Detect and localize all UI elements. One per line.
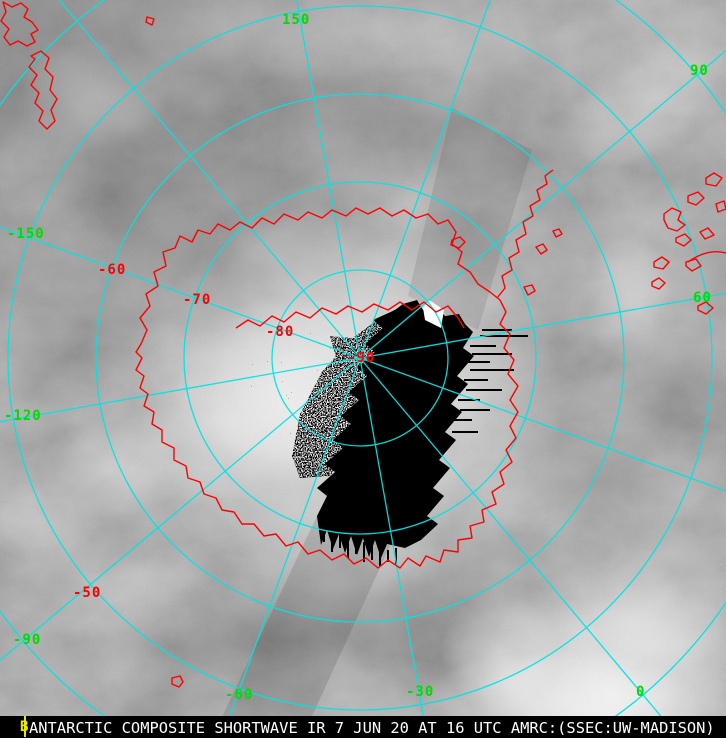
latitude-label-neg60: -60 xyxy=(98,262,127,278)
caption-text: ANTARCTIC COMPOSITE SHORTWAVE IR 7 JUN 2… xyxy=(29,719,715,737)
coastlines xyxy=(0,1,726,688)
coastline-ice-shelf xyxy=(235,301,465,329)
longitude-label-neg90: -90 xyxy=(13,632,42,648)
latitude-label-neg90: -90 xyxy=(347,350,376,366)
longitude-label-neg30: -30 xyxy=(406,684,435,700)
islands-east xyxy=(651,172,726,315)
latitude-label-neg80: -80 xyxy=(266,324,295,340)
longitude-label-neg120: -120 xyxy=(4,408,42,424)
station-marker-glyph: B xyxy=(20,716,29,737)
longitude-label-neg60: -60 xyxy=(225,687,254,703)
swath-scanline-comb xyxy=(323,329,528,566)
islands-peninsula xyxy=(450,228,563,296)
caption-bar: B ANTARCTIC COMPOSITE SHORTWAVE IR 7 JUN… xyxy=(0,716,726,738)
island-fragments xyxy=(145,16,184,688)
latitude-label-neg50: -50 xyxy=(73,585,102,601)
longitude-label-0: 0 xyxy=(636,684,646,700)
bright-cloud-patch xyxy=(423,300,444,328)
longitude-label-neg150: -150 xyxy=(7,226,45,242)
longitude-label-90: 90 xyxy=(690,63,709,79)
longitude-label-60: 60 xyxy=(693,290,712,306)
missing-data-swath xyxy=(317,300,528,566)
coastline-peninsula xyxy=(496,169,554,299)
longitude-label-150: 150 xyxy=(282,12,311,28)
latitude-label-neg70: -70 xyxy=(183,292,212,308)
coastline-antarctica xyxy=(135,207,519,569)
coastline-new-zealand xyxy=(0,1,58,130)
